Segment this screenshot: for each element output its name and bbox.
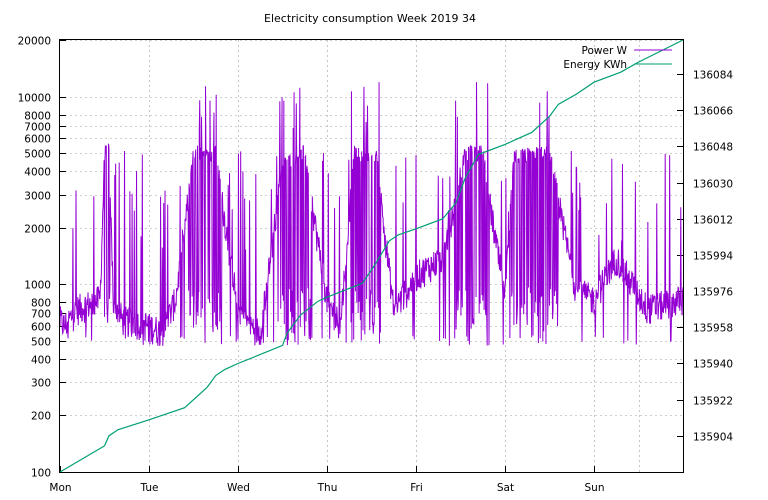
x-tick-label: Thu <box>317 482 338 494</box>
y-tick-label: 5000 <box>24 149 51 161</box>
y-tick-label: 400 <box>31 355 51 367</box>
y-tick-label: 500 <box>31 337 51 349</box>
chart-title: Electricity consumption Week 2019 34 <box>264 12 476 25</box>
y-tick-label: 800 <box>31 298 51 310</box>
y2-tick-label: 135904 <box>693 432 733 444</box>
x-tick-label: Tue <box>140 482 159 494</box>
y-tick-label: 200 <box>31 411 51 423</box>
y2-tick-label: 136030 <box>693 179 733 191</box>
y-tick-label: 700 <box>31 309 51 321</box>
x-tick-label: Sat <box>497 482 514 494</box>
y2-tick-label: 135940 <box>693 359 733 371</box>
y-tick-label: 600 <box>31 322 51 334</box>
y-tick-label: 4000 <box>24 167 51 179</box>
y-tick-label: 6000 <box>24 134 51 146</box>
y-tick-label: 300 <box>31 378 51 390</box>
x-tick-label: Mon <box>49 482 71 494</box>
y2-tick-label: 136084 <box>693 70 733 82</box>
y-tick-label: 8000 <box>24 111 51 123</box>
y-tick-label: 2000 <box>24 224 51 236</box>
y2-tick-label: 136066 <box>693 106 733 118</box>
power-line <box>59 82 684 346</box>
y2-axis-ticks: 135904 135922 135940 135958 135976 135994 1360… <box>677 70 733 444</box>
y2-tick-label: 135958 <box>693 323 733 335</box>
y-tick-label: 1000 <box>24 280 51 292</box>
x-tick-label: Wed <box>227 482 250 494</box>
legend-label-power: Power W <box>582 45 628 57</box>
x-tick-label: Sun <box>585 482 605 494</box>
y-tick-label: 20000 <box>18 36 51 48</box>
x-tick-label: Fri <box>410 482 423 494</box>
x-axis-ticks: Mon Tue Wed Thu Fri Sat Sun <box>49 466 604 494</box>
energy-line <box>59 39 684 473</box>
legend-label-energy: Energy KWh <box>563 59 627 71</box>
y-tick-label: 3000 <box>24 191 51 203</box>
legend: Power W Energy KWh <box>563 45 672 71</box>
series-power-w <box>59 82 684 346</box>
y2-tick-label: 135976 <box>693 287 733 299</box>
series-energy-kwh <box>59 39 684 473</box>
y-tick-label: 7000 <box>24 122 51 134</box>
y-tick-label: 10000 <box>18 93 51 105</box>
y2-tick-label: 136012 <box>693 215 733 227</box>
y2-tick-label: 135994 <box>693 251 733 263</box>
y2-tick-label: 136048 <box>693 142 733 154</box>
y-tick-label: 100 <box>31 468 51 480</box>
plot-frame <box>59 39 684 473</box>
y2-tick-label: 135922 <box>693 396 733 408</box>
